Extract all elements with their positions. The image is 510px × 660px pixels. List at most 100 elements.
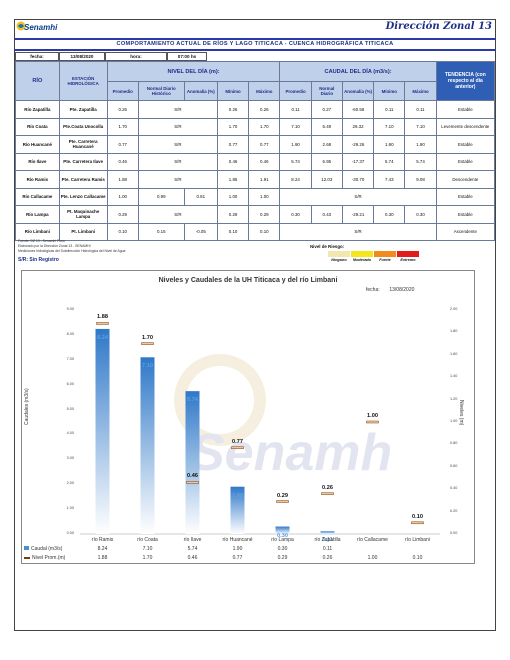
x-category-label: río Lampa [271, 537, 294, 543]
fecha-value: 13/08/2020 [59, 52, 105, 61]
risk-swatch [374, 251, 396, 257]
cell-nivel-promedio: 1.88 [106, 170, 139, 189]
caudal-label: 7.10 [142, 363, 153, 370]
cell-caudal-anomalia: -29.21 [341, 205, 375, 224]
watermark-sun-icon: Senamhi [174, 354, 390, 482]
cell-nivel-maximo: 1.70 [248, 117, 281, 136]
cell-tendencia: Estable [435, 152, 496, 171]
y-tick-right: 1.80 [450, 329, 458, 334]
zone-title: Dirección Zonal 13 [385, 21, 492, 32]
nivel-label: 0.26 [322, 484, 333, 491]
cell-nivel-promedio: 1.00 [106, 187, 139, 206]
cell-caudal-maximo: 0.11 [404, 100, 437, 119]
nivel-label: 1.00 [367, 413, 378, 419]
chart-date: fecha: 13/08/2020 [366, 287, 415, 293]
y-axis-left-label: Caudales (m3/s) [24, 388, 30, 425]
x-category-label: río Zapatilla [314, 537, 341, 543]
watermark-text: Senamhi [190, 424, 390, 482]
x-category-label: río Limbani [405, 537, 430, 543]
cell-nivel-minimo: 0.46 [216, 152, 250, 171]
table-nivel-value: 0.26 [322, 555, 333, 561]
caudal-label: 0.30 [277, 532, 288, 539]
y-tick-right: 1.20 [450, 396, 458, 401]
y-tick-right: 0.00 [450, 531, 458, 535]
nivel-col-header: Máximo [248, 81, 281, 101]
cell-nivel-minimo: 1.70 [216, 117, 250, 136]
table-nivel-value: 1.00 [367, 555, 378, 561]
table-caudal-value: 0.11 [322, 546, 333, 552]
cell-tendencia: Estable [435, 205, 496, 224]
nivel-col-header: Mínimo [216, 81, 250, 101]
header-tendencia: TENDENCIA (con respecto al día anterior) [435, 61, 496, 101]
cell-caudal-anomalia: -60.58 [341, 100, 375, 119]
cell-tendencia: Estable [435, 135, 496, 154]
header-rule [14, 38, 496, 40]
hora-label: hora: [105, 52, 167, 61]
hora-value: 07:00 hs [167, 52, 207, 61]
table-nivel-value: 1.88 [97, 555, 108, 561]
cell-nivel-minimo: 0.10 [216, 222, 250, 241]
nivel-label: 1.88 [97, 314, 108, 321]
x-category-label: río Ramis [91, 537, 114, 543]
cell-nivel-maximo: 0.10 [248, 222, 281, 241]
note-measurements: Mediciones hidrológicas del Subdirección… [18, 249, 126, 253]
cell-caudal-promedio: 0.30 [279, 205, 312, 224]
cell-rio: Río Lampa [15, 205, 60, 224]
cell-nivel-minimo: 1.85 [216, 170, 250, 189]
table-row: Río Limbani Pt. Limbani 0.10 0.15 -0.05 0.10 0… [15, 222, 496, 241]
logo-text: Senamhi [24, 23, 58, 32]
fecha-label: fecha: [15, 52, 59, 61]
cell-caudal-normal: 0.27 [310, 100, 343, 119]
cell-nivel-normal: S/R [137, 135, 218, 154]
cell-caudal-normal: 5.49 [310, 117, 343, 136]
caudal-col-header: Anomalía (%) [341, 81, 375, 101]
cell-caudal-maximo: 0.30 [404, 205, 437, 224]
table-caudal-value: 1.90 [232, 546, 243, 552]
risk-label: Extremo [400, 258, 416, 262]
y-tick-left: 3.00 [66, 456, 74, 461]
risk-swatch [397, 251, 419, 257]
cell-caudal-promedio: 7.10 [279, 117, 312, 136]
cell-caudal-maximo: 7.10 [404, 117, 437, 136]
y-tick-right: 1.60 [450, 351, 458, 356]
cell-caudal-minimo: 0.30 [373, 205, 406, 224]
cell-tendencia: Levemente descendente [435, 117, 496, 136]
cell-caudal-sr: S/R [279, 187, 437, 206]
risk-label: Fuerte [379, 258, 391, 262]
nivel-col-header: Promedio [106, 81, 139, 101]
caudal-col-header: Normal Diario [310, 81, 343, 101]
cell-rio: Río Callacame [15, 187, 60, 206]
x-category-label: río Callacame [357, 537, 388, 543]
header-caudal-group: CAUDAL DEL DÍA (m3/s): [279, 61, 437, 82]
cell-caudal-anomalia: -30.70 [341, 170, 375, 189]
cell-nivel-promedio: 1.70 [106, 117, 139, 136]
cell-nivel-maximo: 0.29 [248, 205, 281, 224]
cell-estacion: Pte. Carretera Ramis [58, 170, 108, 189]
cell-rio: Río Ramis [15, 170, 60, 189]
cell-nivel-minimo: 0.29 [216, 205, 250, 224]
header-estacion: ESTACIÓN HIDROLÓGICA [58, 61, 108, 101]
main-title: COMPORTAMIENTO ACTUAL DE RÍOS Y LAGO TIT… [116, 41, 394, 47]
cell-caudal-normal: 6.95 [310, 152, 343, 171]
cell-caudal-normal: 12.03 [310, 170, 343, 189]
cell-nivel-normal: 0.15 [137, 222, 185, 241]
table-nivel-value: 0.29 [277, 555, 288, 561]
nivel-label: 1.70 [142, 334, 153, 341]
note-elaborated: Elaborado por la Dirección Zonal 13 - SE… [18, 244, 91, 248]
cell-rio: Río Huancané [15, 135, 60, 154]
risk-label: Moderado [352, 258, 372, 262]
cell-caudal-normal: 0.43 [310, 205, 343, 224]
caudal-col-header: Mínimo [373, 81, 406, 101]
cell-caudal-promedio: 1.90 [279, 135, 312, 154]
table-row: Río Callacame Pte. Lenzo Callacame 1.00 0.9… [15, 187, 496, 206]
cell-nivel-normal: S/R [137, 100, 218, 119]
header-nivel-group: NIVEL DEL DÍA (m): [106, 61, 281, 82]
cell-nivel-normal: S/R [137, 117, 218, 136]
risk-legend-title: Nivel de Riesgo: [310, 244, 345, 249]
risk-label: Ninguno [331, 258, 347, 262]
y-tick-right: 1.00 [450, 419, 458, 423]
cell-nivel-minimo: 1.00 [216, 187, 250, 206]
cell-caudal-promedio: 5.74 [279, 152, 312, 171]
x-category-label: río Huancané [222, 537, 253, 543]
cell-caudal-minimo: 0.11 [373, 100, 406, 119]
